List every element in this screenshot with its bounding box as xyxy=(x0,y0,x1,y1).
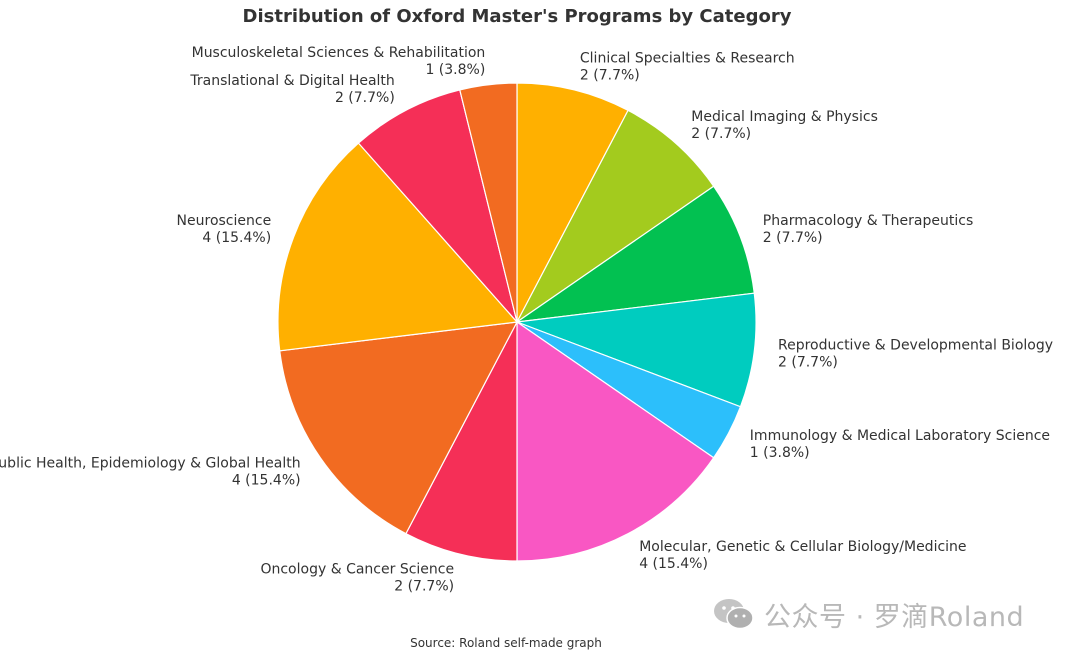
slice-label-7: Oncology & Cancer Science 2 (7.7%) xyxy=(260,561,454,594)
pie-slice-9 xyxy=(277,142,519,352)
slice-label-6: Molecular, Genetic & Cellular Biology/Me… xyxy=(639,539,966,572)
pie-slice-7 xyxy=(405,321,518,562)
slice-label-10: Translational & Digital Health 2 (7.7%) xyxy=(189,73,394,106)
pie-slice-6 xyxy=(516,320,715,562)
slice-label-9: Neuroscience 4 (15.4%) xyxy=(177,213,272,246)
watermark-text: 公众号 · 罗滴Roland xyxy=(764,601,1025,633)
pie-labels: Clinical Specialties & Research 2 (7.7%) M… xyxy=(0,45,1053,594)
chart-title: Distribution of Oxford Master's Programs… xyxy=(243,6,792,27)
slice-label-4: Reproductive & Developmental Biology 2 (7… xyxy=(778,338,1053,371)
pie-slice-10 xyxy=(357,89,518,323)
slice-label-8: Public Health, Epidemiology & Global Hea… xyxy=(0,455,301,488)
slice-label-11: Musculoskeletal Sciences & Rehabilitatio… xyxy=(192,45,486,78)
pie-slices xyxy=(277,82,757,562)
pie-slice-4 xyxy=(516,292,757,408)
pie-slice-1 xyxy=(516,82,629,323)
slice-label-5: Immunology & Medical Laboratory Science 1… xyxy=(750,428,1050,461)
slice-label-2: Medical Imaging & Physics 2 (7.7%) xyxy=(691,109,878,142)
watermark: 公众号 · 罗滴Roland xyxy=(712,596,1025,633)
wechat-icon xyxy=(714,599,754,630)
pie-slice-11 xyxy=(459,82,518,323)
source-note: Source: Roland self-made graph xyxy=(410,636,602,650)
pie-slice-8 xyxy=(279,321,519,535)
slice-label-1: Clinical Specialties & Research 2 (7.7%) xyxy=(580,51,795,84)
pie-slice-3 xyxy=(516,185,755,323)
pie-slice-2 xyxy=(516,109,715,323)
slice-label-3: Pharmacology & Therapeutics 2 (7.7%) xyxy=(763,213,973,246)
